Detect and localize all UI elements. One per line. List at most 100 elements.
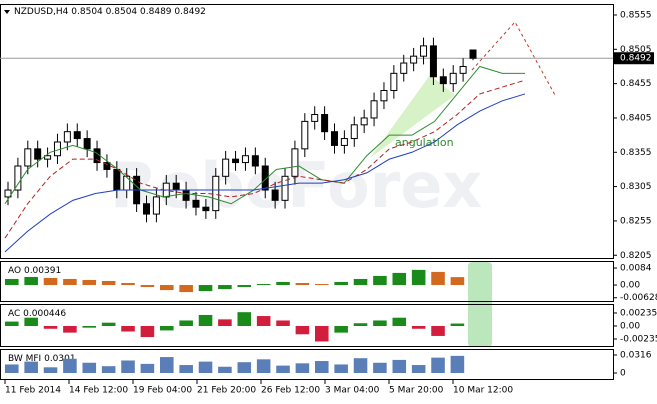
candle-body	[103, 162, 111, 170]
candle-body	[152, 196, 160, 215]
y-tick-label: 0.8505	[620, 45, 652, 55]
angulation-area	[370, 75, 455, 158]
price-label: 0.8492	[620, 54, 652, 64]
indicator-bar	[392, 317, 407, 326]
indicator-bar	[63, 326, 77, 333]
y-tick-label: 0.0316	[620, 351, 652, 361]
x-tick-label: 19 Feb 04:00	[133, 386, 192, 396]
indicator-bar	[160, 326, 174, 331]
candle-body	[123, 175, 131, 191]
indicator-bar	[24, 361, 38, 373]
indicator-bar	[179, 320, 193, 326]
indicator-bar	[43, 326, 58, 329]
candle-body	[44, 155, 52, 160]
indicator-bar	[295, 326, 310, 335]
indicator-bar	[295, 363, 310, 373]
candle-body	[212, 175, 220, 212]
candle-body	[143, 203, 151, 215]
indicator-label: AC 0.000446	[8, 309, 66, 319]
indicator-bar	[353, 323, 368, 326]
indicator-bar	[140, 363, 155, 373]
indicator-bar	[121, 283, 135, 286]
indicator-bar	[450, 323, 465, 326]
moving-average	[4, 93, 526, 253]
candle-body	[390, 72, 398, 91]
indicator-bar	[24, 317, 38, 326]
x-tick-label: 21 Feb 20:00	[197, 386, 256, 396]
candle-body	[301, 120, 309, 150]
candle-body	[14, 165, 22, 191]
indicator-bar	[256, 316, 271, 326]
indicator-name: BW MFI	[8, 354, 41, 364]
indicator-bar	[373, 320, 387, 326]
title-part: NZDUSD,H4	[14, 7, 69, 17]
candle-body	[449, 72, 457, 85]
y-tick-label: -0.00628	[620, 293, 657, 303]
y-tick-label: 0.8255	[620, 216, 652, 226]
candle-body	[113, 168, 121, 191]
candle-body	[34, 148, 42, 160]
indicator-name: AO	[8, 266, 21, 276]
indicator-bar	[82, 279, 97, 286]
indicator-bar	[101, 280, 116, 286]
candle-body	[321, 114, 329, 133]
candle-body	[251, 155, 259, 167]
candle-body	[4, 189, 12, 198]
x-tick-label: 14 Feb 12:00	[69, 386, 128, 396]
candle-body	[241, 155, 249, 164]
indicator-bar	[334, 282, 348, 286]
indicator-bar	[198, 361, 213, 373]
indicator-bar	[276, 320, 290, 326]
indicator-bar	[334, 326, 348, 333]
indicator-label: AO 0.00391	[8, 266, 61, 276]
indicator-bar	[63, 358, 77, 373]
candle-body	[291, 148, 299, 177]
indicator-bar	[295, 283, 310, 286]
indicator-bar	[373, 275, 387, 286]
candle-body	[202, 206, 210, 212]
frames	[0, 4, 614, 380]
indicator-value: 0.0301	[44, 354, 76, 364]
indicator-bar	[43, 367, 58, 373]
candle-body	[429, 45, 437, 78]
candle-body	[281, 175, 289, 201]
candle-body	[400, 62, 408, 74]
candle-body	[380, 89, 388, 102]
indicator-bar	[276, 365, 290, 373]
indicator-bar	[353, 358, 368, 373]
indicator-bar	[392, 272, 407, 286]
candle-body	[192, 199, 200, 208]
y-tick-label: 0.0084	[620, 264, 652, 274]
indicator-label: BW MFI 0.0301	[8, 354, 76, 364]
y-tick-label: 0.002356	[620, 308, 657, 318]
indicator-bar	[121, 326, 135, 332]
candle-body	[360, 117, 368, 126]
indicator-bar	[24, 276, 38, 286]
y-tick-label: 0.8455	[620, 79, 652, 89]
candle-body	[459, 65, 467, 74]
indicator-bar	[276, 282, 290, 286]
candle-body	[420, 45, 428, 57]
candle-body	[330, 131, 338, 146]
candle-body	[83, 138, 91, 150]
indicator-bar	[431, 326, 445, 336]
indicator-value: 0.00391	[24, 266, 61, 276]
title-part: 0.8504	[106, 7, 138, 17]
indicator-bar	[5, 364, 19, 373]
y-tick-label: -0.00235	[620, 334, 657, 344]
y-tick-label: 0.8305	[620, 182, 652, 192]
candle-body	[271, 189, 279, 201]
indicator-bar	[315, 361, 329, 373]
indicator-bar	[43, 277, 58, 286]
indicator-bar	[140, 285, 155, 288]
candle-body	[340, 138, 348, 146]
menu-arrow[interactable]	[4, 10, 10, 14]
candle-body	[53, 141, 61, 157]
candle-body	[410, 55, 418, 64]
candle-body	[311, 114, 319, 122]
candle-body	[261, 165, 269, 191]
y-tick-label: 0	[620, 368, 626, 378]
title-part: 0.8504	[71, 7, 103, 17]
indicator-bar	[121, 360, 135, 373]
